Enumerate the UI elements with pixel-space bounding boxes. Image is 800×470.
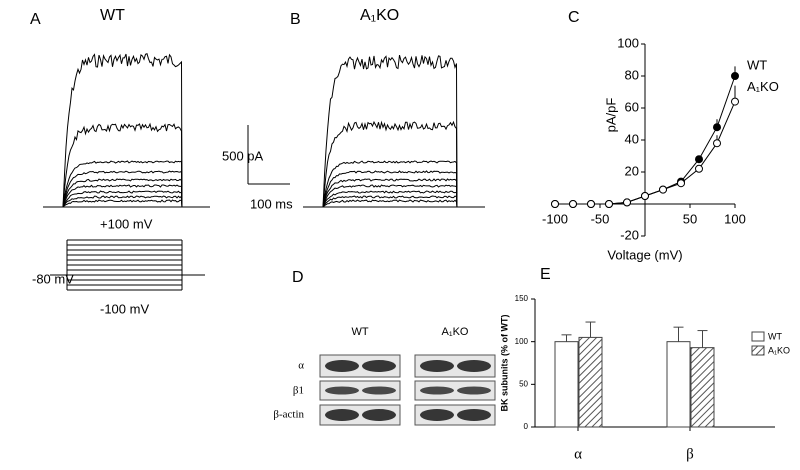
blot-band	[325, 409, 359, 421]
blot-band	[325, 386, 359, 395]
current-trace	[62, 122, 183, 208]
y-axis-label: BK subunits (% of WT)	[499, 315, 509, 412]
blot-band	[362, 360, 396, 372]
current-trace	[322, 199, 458, 208]
marker	[587, 200, 595, 208]
blot-group: A₁KO	[442, 326, 469, 338]
current-trace	[322, 178, 458, 208]
current-trace	[62, 199, 183, 208]
panel-label: A	[30, 11, 41, 28]
blot-band	[420, 386, 454, 395]
scale-label: 100 ms	[250, 196, 293, 211]
bar	[554, 341, 579, 428]
marker	[551, 200, 559, 208]
blot-band	[457, 409, 491, 421]
blot-band	[362, 386, 396, 395]
x-tick-label: β	[686, 446, 694, 462]
current-trace	[62, 194, 183, 208]
marker	[713, 123, 721, 132]
legend-label: A₁KO	[768, 345, 790, 355]
marker	[731, 72, 739, 80]
current-trace	[322, 184, 458, 208]
current-trace	[62, 170, 183, 208]
blot-strip	[414, 380, 496, 401]
western-blot	[319, 354, 496, 426]
panel-label: E	[540, 266, 551, 283]
current-trace	[322, 170, 458, 208]
current-trace	[62, 184, 183, 208]
panel-label: B	[290, 11, 301, 28]
series-label: WT	[747, 57, 767, 72]
scale-label: 500 pA	[222, 148, 264, 163]
current-trace	[62, 53, 183, 208]
marker	[677, 179, 685, 188]
y-tick-label: 20	[625, 163, 639, 178]
step-label: +100 mV	[100, 216, 153, 231]
blot-band	[420, 409, 454, 421]
panel-title: WT	[100, 7, 125, 24]
x-tick-label: -100	[542, 211, 568, 226]
x-tick-label: 100	[724, 211, 746, 226]
hold-label: -80 mV	[32, 271, 74, 286]
series-label: A₁KO	[747, 79, 779, 94]
marker	[695, 155, 703, 164]
blot-row: α	[298, 360, 304, 372]
panel-title: A₁KO	[360, 7, 399, 24]
current-trace	[62, 178, 183, 208]
marker	[713, 139, 721, 148]
marker	[641, 192, 649, 200]
blot-row: β-actin	[273, 409, 304, 421]
legend-label: WT	[768, 331, 782, 341]
panel-label: C	[568, 9, 580, 26]
current-trace	[322, 54, 458, 208]
y-tick-label: 100	[617, 35, 639, 50]
marker	[605, 200, 613, 208]
current-trace	[62, 190, 183, 208]
panel-label: D	[292, 269, 304, 286]
marker	[731, 97, 739, 106]
marker	[623, 198, 631, 207]
blot-band	[457, 386, 491, 395]
legend-swatch	[751, 331, 765, 342]
blot-strip	[319, 380, 401, 401]
y-tick-label: 80	[625, 67, 639, 82]
legend-swatch	[751, 345, 765, 356]
bar	[666, 341, 691, 428]
current-trace	[322, 195, 458, 208]
x-tick-label: α	[574, 446, 582, 462]
marker	[659, 185, 667, 194]
blot-band	[420, 360, 454, 372]
bar	[690, 347, 715, 428]
y-tick-label: 150	[515, 294, 529, 303]
x-tick-label: -50	[591, 211, 610, 226]
current-trace	[322, 160, 458, 208]
x-tick-label: 50	[683, 211, 697, 226]
step-label: -100 mV	[100, 301, 149, 316]
y-tick-label: 60	[625, 99, 639, 114]
bar	[578, 336, 603, 428]
y-tick-label: 40	[625, 131, 639, 146]
x-axis-label: Voltage (mV)	[607, 247, 682, 262]
current-trace	[62, 160, 183, 208]
blot-band	[362, 409, 396, 421]
current-trace	[322, 190, 458, 208]
blot-group: WT	[351, 326, 368, 338]
y-axis-label: pA/pF	[603, 98, 618, 133]
y-tick-label: 100	[515, 337, 529, 346]
marker	[695, 164, 703, 173]
y-tick-label: 0	[524, 422, 529, 431]
blot-band	[325, 360, 359, 372]
marker	[569, 200, 577, 208]
y-tick-label: 50	[519, 379, 528, 388]
blot-row: β1	[293, 385, 304, 397]
y-tick-label: -20	[620, 227, 639, 242]
blot-band	[457, 360, 491, 372]
current-trace	[322, 120, 458, 208]
